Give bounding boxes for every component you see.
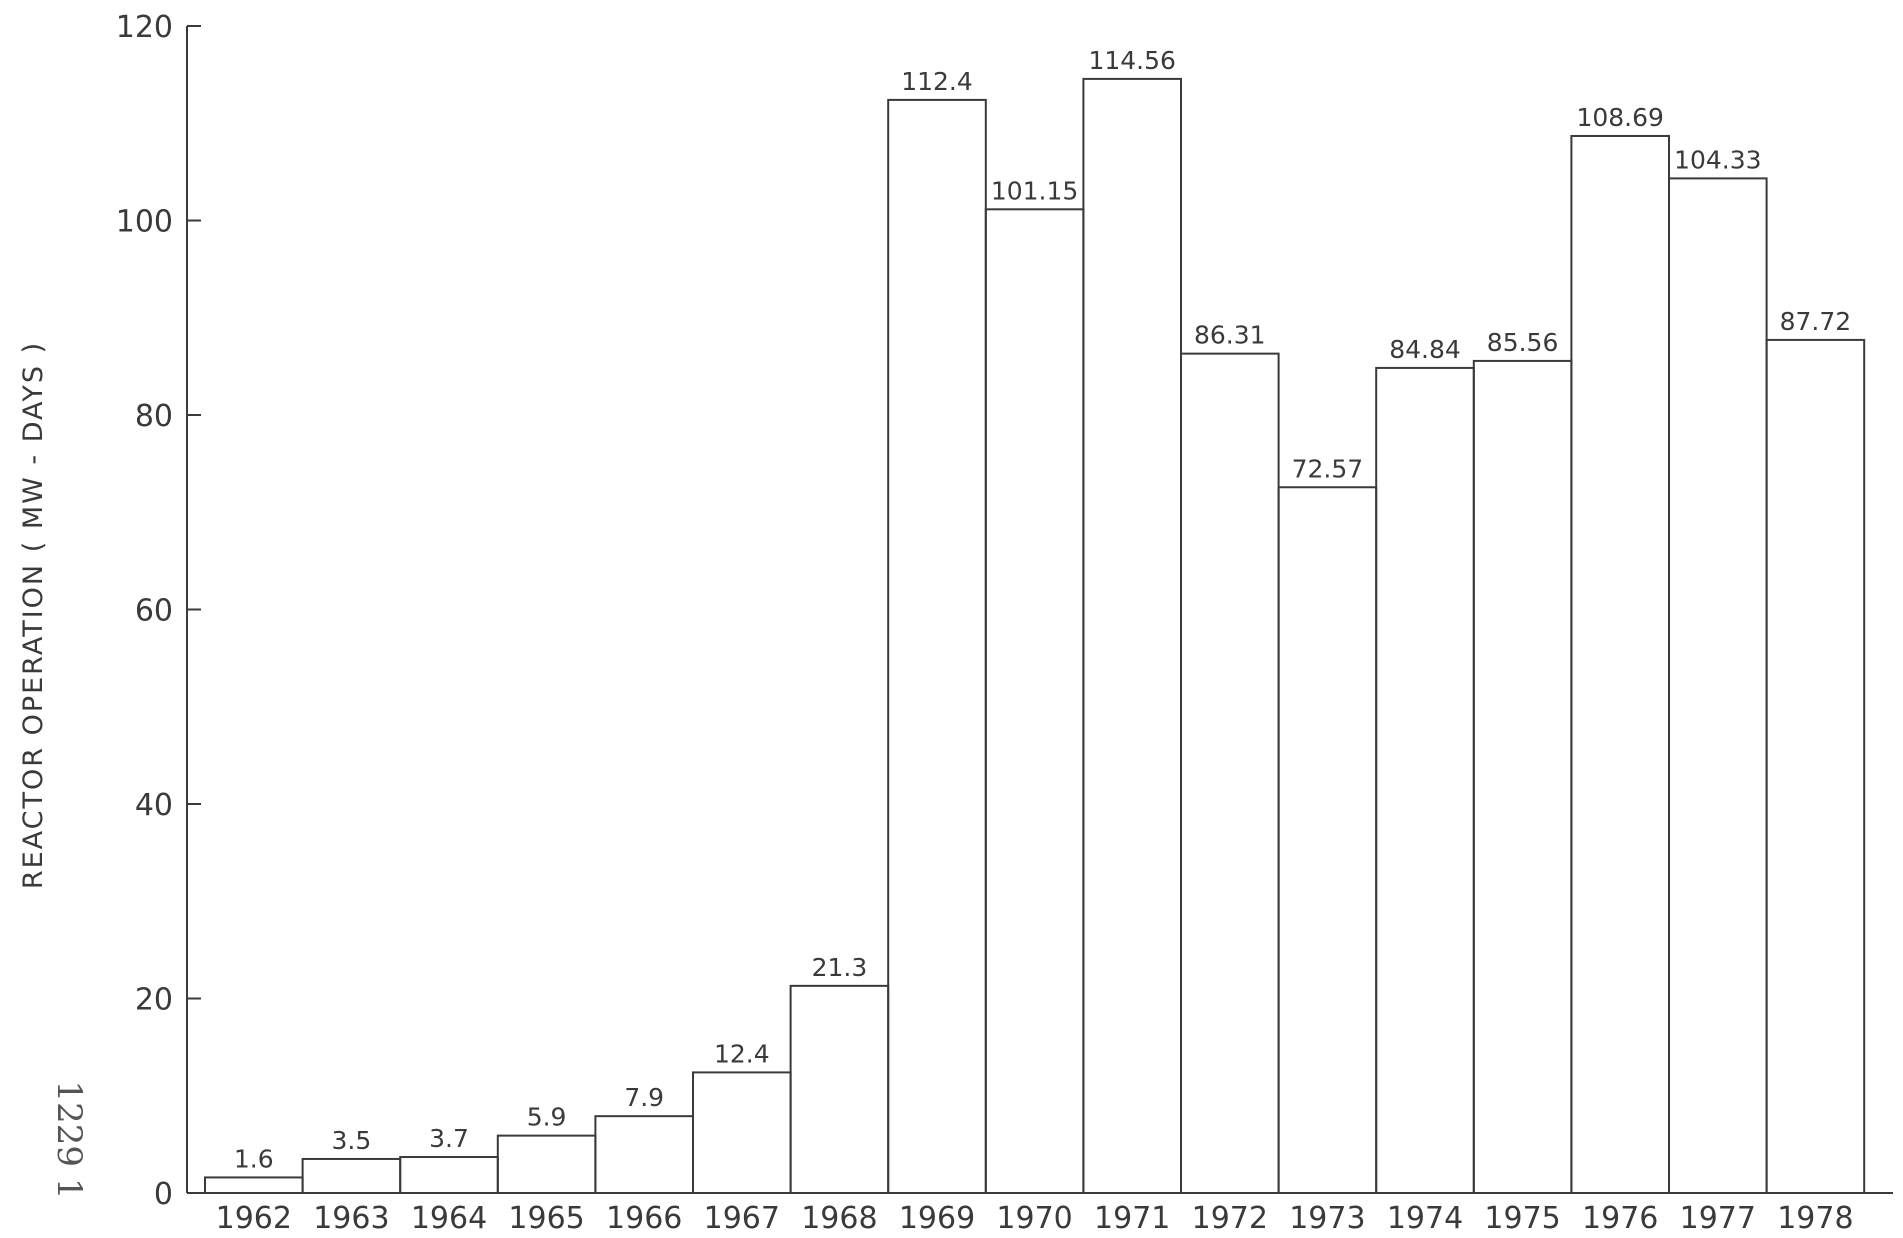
y-tick-label: 40 — [135, 788, 173, 823]
x-tick-label-1967: 1967 — [704, 1201, 780, 1236]
bar-1972 — [1180, 352, 1280, 1194]
bar-1967 — [692, 1071, 792, 1195]
data-label-1966: 7.9 — [624, 1083, 664, 1112]
x-tick-label-1974: 1974 — [1387, 1201, 1463, 1236]
bar-1970 — [984, 208, 1085, 1195]
bar-1963 — [301, 1157, 402, 1195]
data-label-1968: 21.3 — [812, 953, 868, 982]
x-tick-label-1973: 1973 — [1289, 1201, 1365, 1236]
data-labels: 1.6 3.5 3.7 5.9 7.9 12.4 21.3 112.4 101.15 114.56… — [234, 46, 1851, 1174]
x-tick-label-1966: 1966 — [606, 1201, 682, 1236]
bar-1969 — [887, 98, 987, 1194]
x-tick-label-1968: 1968 — [801, 1201, 877, 1236]
x-tick-label-1963: 1963 — [313, 1201, 389, 1236]
bar-1974 — [1375, 366, 1475, 1194]
y-axis: 0 20 40 60 80 100 120 — [116, 10, 201, 1212]
bar-1966 — [594, 1115, 695, 1194]
y-tick-label: 120 — [116, 10, 173, 45]
data-label-1963: 3.5 — [332, 1126, 372, 1155]
bar-1965 — [496, 1134, 597, 1195]
x-tick-label-1962: 1962 — [216, 1201, 292, 1236]
x-tick-label-1965: 1965 — [508, 1201, 584, 1236]
bar-1968 — [789, 984, 890, 1194]
data-label-1965: 5.9 — [527, 1103, 567, 1132]
data-label-1978: 87.72 — [1780, 307, 1852, 336]
bar-1971 — [1082, 77, 1183, 1194]
data-label-1974: 84.84 — [1389, 335, 1461, 364]
y-tick-label: 20 — [135, 983, 173, 1018]
data-label-1975: 85.56 — [1487, 328, 1559, 357]
bar-1973 — [1277, 486, 1378, 1194]
bar-1975 — [1472, 359, 1573, 1194]
data-label-1972: 86.31 — [1194, 321, 1266, 350]
y-tick-label: 100 — [116, 205, 173, 240]
bar-1976 — [1570, 134, 1671, 1194]
data-label-1970: 101.15 — [991, 176, 1078, 205]
bar-1977 — [1668, 177, 1768, 1194]
data-label-1976: 108.69 — [1576, 103, 1663, 132]
x-tick-label-1964: 1964 — [411, 1201, 487, 1236]
x-tick-label-1970: 1970 — [996, 1201, 1072, 1236]
x-axis-tick-labels: 1962 1963 1964 1965 1966 1967 1968 1969 1970 1971… — [216, 1201, 1854, 1236]
bar-1978 — [1765, 338, 1866, 1195]
bar-1962 — [204, 1176, 304, 1194]
x-tick-label-1977: 1977 — [1680, 1201, 1756, 1236]
data-label-1971: 114.56 — [1088, 46, 1175, 75]
data-label-1964: 3.7 — [429, 1124, 469, 1153]
data-label-1973: 72.57 — [1292, 454, 1364, 483]
x-tick-label-1969: 1969 — [899, 1201, 975, 1236]
x-tick-label-1978: 1978 — [1777, 1201, 1853, 1236]
data-label-1977: 104.33 — [1674, 145, 1761, 174]
bar-1964 — [399, 1156, 499, 1194]
x-tick-label-1971: 1971 — [1094, 1201, 1170, 1236]
bars — [204, 77, 1866, 1195]
y-tick-label: 80 — [135, 399, 173, 434]
y-tick-label: 60 — [135, 594, 173, 629]
data-label-1969: 112.4 — [901, 67, 973, 96]
data-label-1962: 1.6 — [234, 1144, 274, 1173]
margin-note: 1229 1 — [49, 1081, 89, 1200]
y-axis-title: REACTOR OPERATION ( MW - DAYS ) — [18, 341, 49, 889]
data-label-1967: 12.4 — [714, 1039, 770, 1068]
x-tick-label-1975: 1975 — [1484, 1201, 1560, 1236]
x-tick-label-1976: 1976 — [1582, 1201, 1658, 1236]
y-tick-label: 0 — [154, 1177, 173, 1212]
x-tick-label-1972: 1972 — [1192, 1201, 1268, 1236]
